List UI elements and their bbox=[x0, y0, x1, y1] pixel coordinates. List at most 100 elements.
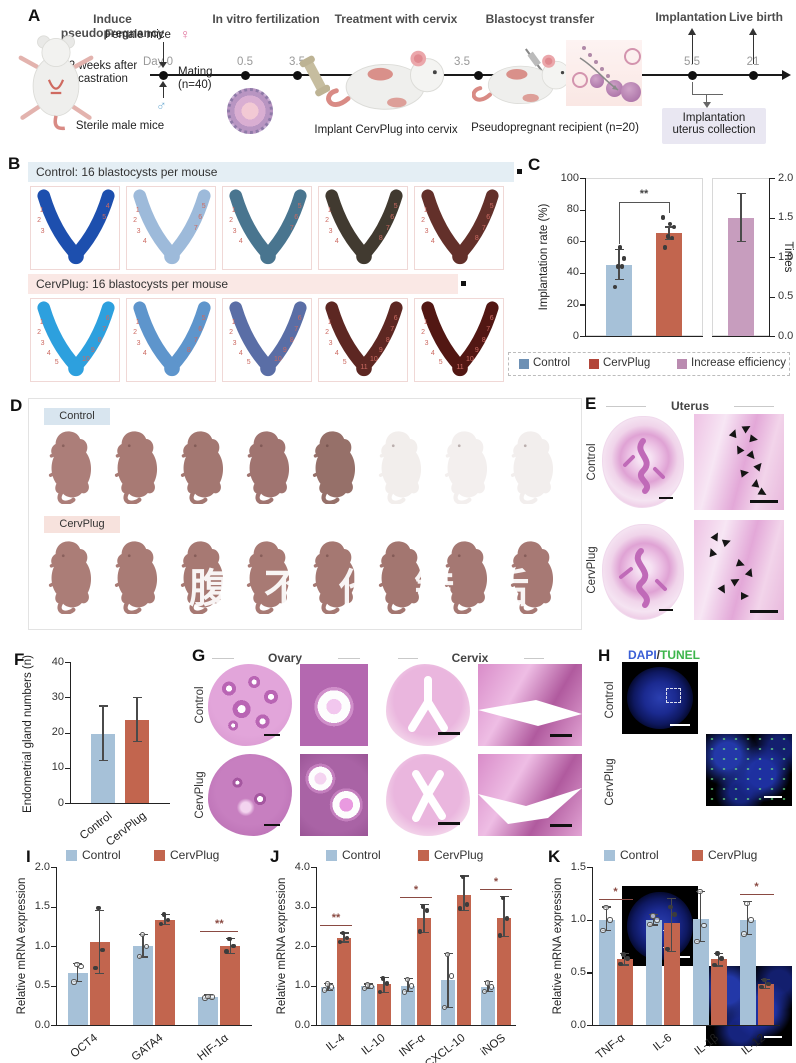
category-label: IL-6 bbox=[650, 1032, 674, 1054]
data-point-dot bbox=[647, 921, 653, 928]
implantation-site-number: 10 bbox=[370, 355, 378, 363]
transfer-mouse-illustration bbox=[471, 40, 578, 120]
panel-label-e: E bbox=[585, 394, 597, 413]
scale-bar bbox=[659, 609, 673, 611]
ovary-line-right bbox=[338, 658, 360, 659]
step-title-implantation: Implantation bbox=[655, 10, 727, 24]
uterus-zoom-cervplug bbox=[694, 520, 784, 620]
data-point-dot bbox=[100, 947, 105, 953]
y-tick-label: 20 bbox=[51, 726, 64, 738]
row-label-cervplug: CervPlug bbox=[194, 771, 206, 819]
implantation-site-number: 2 bbox=[421, 217, 426, 225]
pup-image bbox=[438, 538, 494, 615]
bar bbox=[656, 233, 682, 336]
data-point-dot bbox=[719, 956, 724, 961]
sig-bracket-v bbox=[669, 201, 670, 214]
arrowhead-icon bbox=[757, 487, 769, 499]
implantation-site-number: 1 bbox=[327, 206, 332, 214]
implantation-site-number: 9 bbox=[378, 346, 383, 354]
data-point-dot bbox=[404, 976, 411, 982]
data-point-dot bbox=[766, 981, 771, 987]
implantation-site-number: 2 bbox=[325, 217, 330, 225]
implantation-site-number: 8 bbox=[378, 234, 383, 242]
error-cap bbox=[714, 965, 723, 967]
sig-line bbox=[739, 893, 774, 895]
y-tick-mark bbox=[311, 946, 316, 948]
error-cap bbox=[98, 760, 108, 762]
y-tick-mark bbox=[65, 732, 70, 734]
timeline-arrowhead-icon bbox=[782, 70, 791, 80]
implantation-site-number: 1 bbox=[231, 206, 236, 214]
oocyte-illustration bbox=[227, 88, 273, 134]
error-cap bbox=[736, 193, 746, 195]
error-bar bbox=[142, 934, 144, 958]
error-cap bbox=[160, 924, 170, 926]
error-cap bbox=[443, 1006, 453, 1008]
panel-label-h: H bbox=[598, 646, 611, 665]
y-tick-mark bbox=[65, 697, 70, 699]
x-axis-line bbox=[592, 1025, 780, 1027]
scale-bar bbox=[670, 724, 690, 726]
error-bar bbox=[670, 898, 673, 952]
data-point-dot bbox=[74, 961, 80, 968]
cervix-zoom-cervplug bbox=[478, 754, 582, 836]
implantation-site-number: 3 bbox=[424, 228, 429, 235]
bar bbox=[692, 918, 709, 1025]
implantation-site-number: 2 bbox=[37, 217, 42, 225]
slash-label: / bbox=[656, 648, 661, 662]
data-point-dot bbox=[672, 912, 677, 917]
panel-label-j: J bbox=[270, 847, 280, 866]
error-bar bbox=[652, 914, 655, 925]
ovary-zoom-cervplug bbox=[300, 754, 368, 836]
cervplug-chip: CervPlug bbox=[44, 516, 120, 533]
error-cap bbox=[664, 226, 674, 228]
chart-legend: Control CervPlug Increase efficiency bbox=[508, 352, 790, 376]
data-point-dot bbox=[161, 912, 167, 917]
pup-image bbox=[108, 538, 164, 615]
y-axis-label: Relative mRNA expression bbox=[552, 877, 564, 1015]
scale-bar bbox=[750, 610, 778, 613]
pup-image bbox=[372, 538, 428, 615]
control-group-header: Control: 16 blastocysts per mouse bbox=[28, 162, 514, 182]
error-cap bbox=[132, 740, 142, 742]
sig-label: * bbox=[613, 886, 618, 899]
implantation-site-number: 5 bbox=[489, 203, 494, 211]
arrow-livebirth-line bbox=[752, 34, 754, 64]
panel-label-d: D bbox=[10, 396, 23, 415]
bar bbox=[198, 996, 219, 1025]
error-cap bbox=[363, 988, 373, 990]
y-tick-label: 20 bbox=[566, 297, 579, 310]
panel-k-chart: K 0.0 0.5 1.0 1.5 Relative mRNA expression Co… bbox=[538, 845, 794, 1062]
implantation-site-number: 11 bbox=[360, 363, 368, 371]
panel-label-c: C bbox=[528, 155, 541, 174]
implantation-site-number: 5 bbox=[246, 358, 251, 366]
data-point-dot bbox=[607, 917, 613, 923]
implantation-site-number: 7 bbox=[289, 224, 294, 232]
sig-line bbox=[200, 930, 239, 932]
legend-swatch bbox=[154, 850, 165, 861]
data-point-dot bbox=[136, 954, 143, 960]
y-tick-label: 80 bbox=[566, 203, 579, 216]
data-point-dot bbox=[715, 951, 720, 956]
zoom-region-box bbox=[666, 688, 681, 703]
embryo-dot-icon bbox=[594, 60, 598, 64]
data-point-dot bbox=[481, 988, 488, 995]
y-tick-label: 100 bbox=[560, 171, 579, 184]
implantation-site-number: 3 bbox=[328, 228, 333, 235]
y-axis-line bbox=[70, 662, 72, 803]
bar bbox=[710, 958, 727, 1025]
y-tick-label: 0 bbox=[57, 796, 64, 809]
legend-label: Control bbox=[620, 848, 659, 862]
data-point-dot bbox=[741, 931, 747, 937]
sig-label: * bbox=[754, 880, 759, 893]
category-label: GATA4 bbox=[129, 1032, 166, 1063]
y-tick-label: 0.0 bbox=[570, 1018, 586, 1031]
legend-swatch bbox=[519, 359, 529, 369]
step-title-treatment: Treatment with cervix bbox=[334, 12, 458, 26]
bar bbox=[457, 894, 471, 1025]
y-tick-label: 0.5 bbox=[570, 965, 586, 978]
data-point-dot bbox=[464, 902, 470, 907]
